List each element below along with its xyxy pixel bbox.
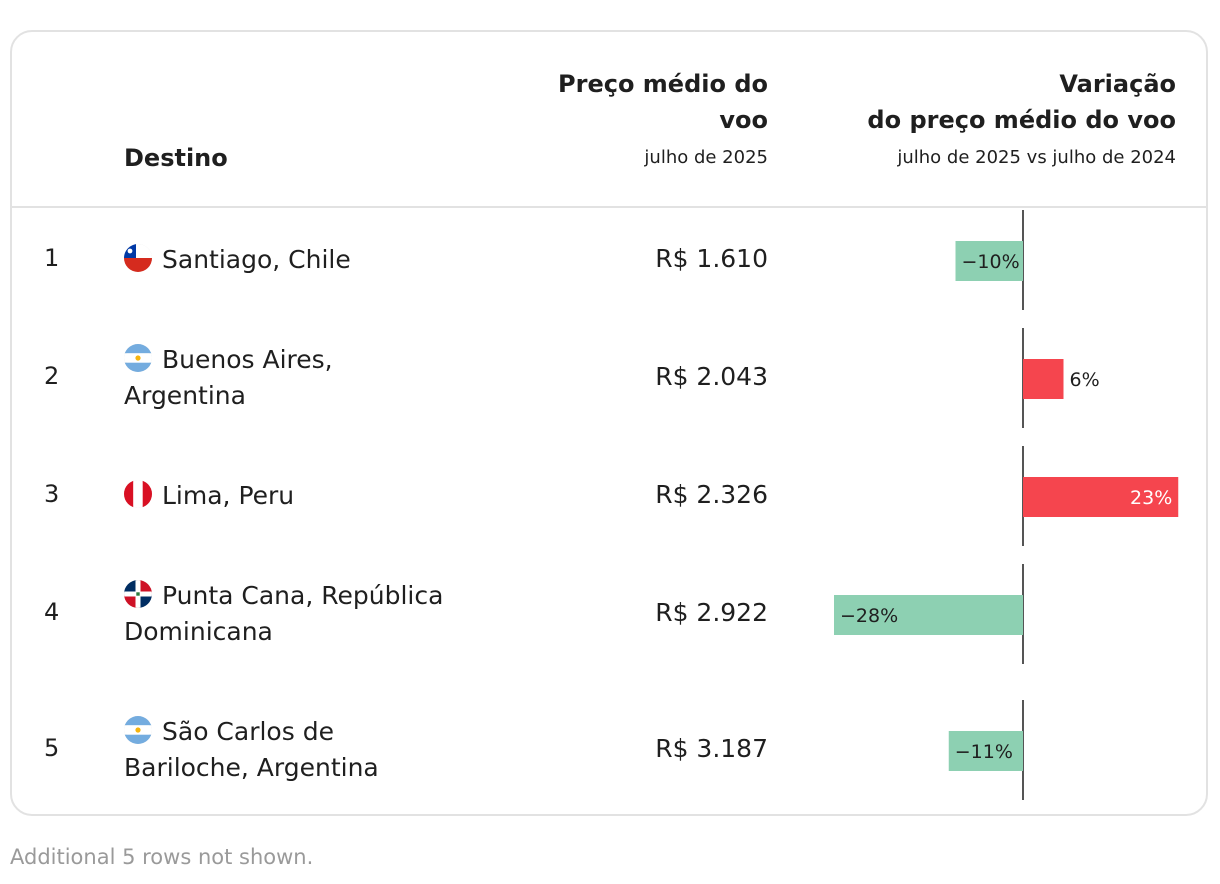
row-price: R$ 2.326 xyxy=(655,480,768,509)
row-destination-line1: Punta Cana, República xyxy=(162,581,444,610)
row-price: R$ 2.922 xyxy=(655,598,768,627)
row-destination-line1: Lima, Peru xyxy=(162,481,295,510)
variation-bar-chart: −10% 6% 23% −28% −11% xyxy=(834,210,1179,800)
variation-bar xyxy=(1023,477,1179,517)
variation-data-label: 6% xyxy=(1070,369,1100,391)
table-row: 2 Buenos Aires, Argentina R$ 2.043 xyxy=(12,326,1206,444)
variation-bar xyxy=(1023,359,1064,399)
variation-data-label: −10% xyxy=(962,251,1020,273)
row-destination-line1: Buenos Aires, xyxy=(162,345,333,374)
table-row: 3 Lima, Peru R$ 2.326 xyxy=(12,444,1206,562)
header-variacao-line2: do preço médio do voo xyxy=(867,106,1176,134)
row-destination: São Carlos de Bariloche, Argentina xyxy=(124,714,484,786)
header-preco-subtitle: julho de 2025 xyxy=(644,147,768,168)
row-price: R$ 3.187 xyxy=(655,734,768,763)
row-price: R$ 2.043 xyxy=(655,362,768,391)
row-destination-line2: Argentina xyxy=(124,381,246,410)
row-destination-line1: Santiago, Chile xyxy=(162,245,351,274)
peru-flag-icon xyxy=(124,480,152,508)
row-destination: Buenos Aires, Argentina xyxy=(124,342,484,414)
header-preco-line1: Preço médio do xyxy=(558,70,768,98)
row-rank: 3 xyxy=(44,480,60,508)
header-variacao-line1: Variação xyxy=(1059,70,1176,98)
row-rank: 4 xyxy=(44,598,60,626)
table-row: 4 Punta Cana, República Dominicana R$ 2.… xyxy=(12,562,1206,680)
row-rank: 5 xyxy=(44,734,60,762)
row-destination-line1: São Carlos de xyxy=(162,717,334,746)
variation-bar xyxy=(948,731,1023,771)
argentina-flag-icon xyxy=(124,716,152,744)
table-row: 5 São Carlos de Bariloche, Argentina R$ … xyxy=(12,680,1206,816)
argentina-flag-icon xyxy=(124,344,152,372)
row-destination-line2: Dominicana xyxy=(124,617,273,646)
header-destino: Destino xyxy=(124,144,228,172)
chile-flag-icon xyxy=(124,244,152,272)
header-preco-line2: voo xyxy=(719,106,768,134)
row-rank: 2 xyxy=(44,362,60,390)
row-destination: Lima, Peru xyxy=(124,478,484,514)
row-destination: Punta Cana, República Dominicana xyxy=(124,578,484,650)
row-destination: Santiago, Chile xyxy=(124,242,484,278)
variation-data-label: −28% xyxy=(840,605,898,627)
variation-data-label: 23% xyxy=(1130,487,1172,509)
variation-bar xyxy=(955,241,1023,281)
row-price: R$ 1.610 xyxy=(655,244,768,273)
variation-bar xyxy=(834,595,1023,635)
header-variacao-subtitle: julho de 2025 vs julho de 2024 xyxy=(897,147,1176,168)
row-rank: 1 xyxy=(44,244,60,272)
data-table-card: Destino Preço médio do voo julho de 2025… xyxy=(10,30,1208,816)
variation-data-label: −11% xyxy=(955,741,1013,763)
header-divider xyxy=(12,206,1206,208)
table-row: 1 Santiago, Chile R$ 1.610 xyxy=(12,208,1206,326)
footer-note: Additional 5 rows not shown. xyxy=(10,845,314,869)
row-destination-line2: Bariloche, Argentina xyxy=(124,753,379,782)
